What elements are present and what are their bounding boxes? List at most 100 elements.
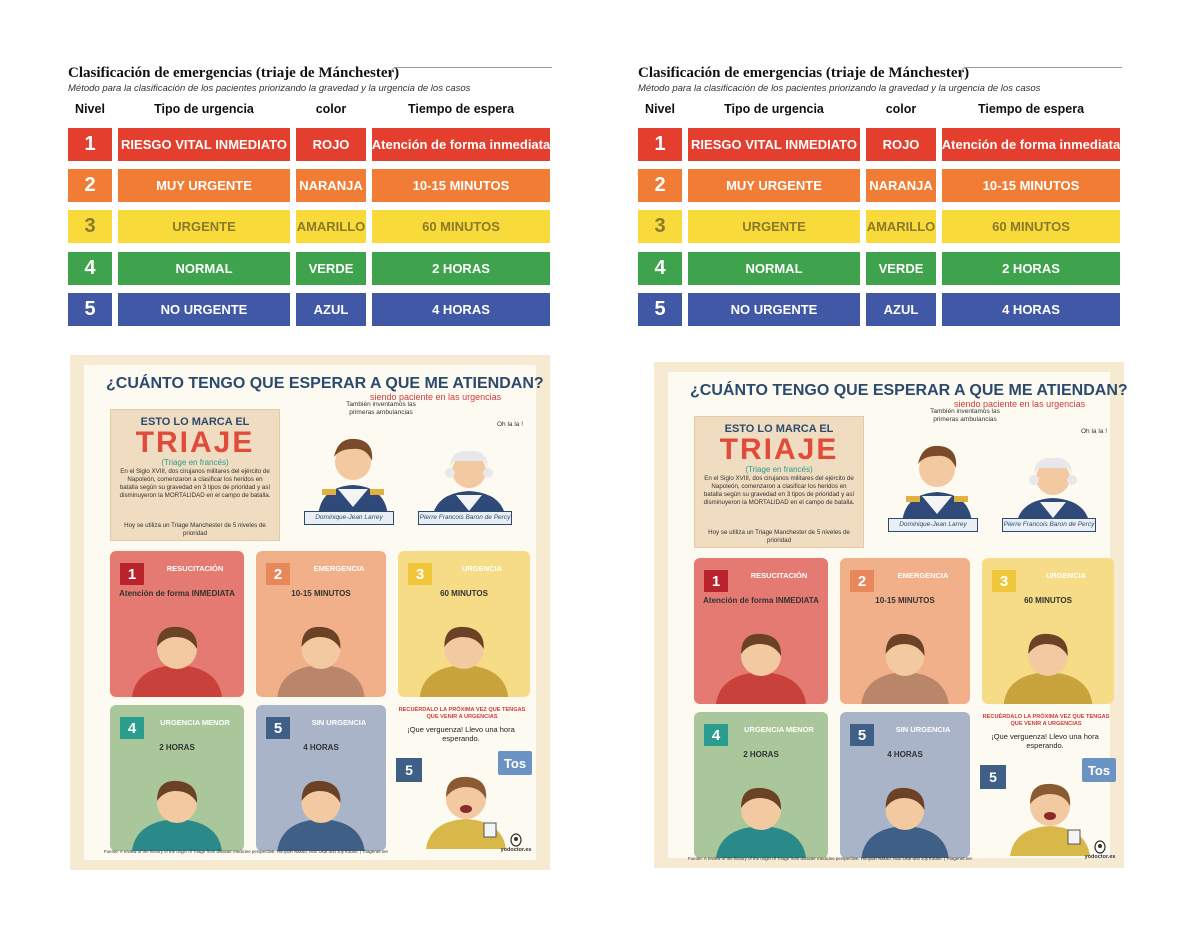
- portrait-percy-illustration: [432, 450, 506, 521]
- triage-card-1: 1 RESUCITACIÓN Atención de forma INMEDIATA: [110, 551, 244, 697]
- infographic-paper: ¿CUÁNTO TENGO QUE ESPERAR A QUE ME ATIEN…: [84, 365, 544, 860]
- level-cell: 4: [638, 252, 682, 285]
- card-title: EMERGENCIA: [313, 564, 365, 573]
- card-wait-text: Atención de forma INMEDIATA: [119, 589, 235, 598]
- wait-time-cell: 4 HORAS: [372, 293, 550, 326]
- card-wait-text: 2 HORAS: [743, 750, 779, 759]
- level-cell: 3: [68, 210, 112, 243]
- portrait-percy-illustration: [1016, 457, 1090, 528]
- triaje-note: (Triage en francés): [161, 458, 229, 467]
- wait-time-cell: 2 HORAS: [372, 252, 550, 285]
- triaje-note: (Triage en francés): [745, 465, 813, 474]
- triaje-today-text: Hoy se utiliza un Triage Manchester de 5…: [708, 529, 850, 545]
- ribbon-larrey: Dominique-Jean Larrey: [304, 511, 394, 525]
- urgency-type-cell: RIESGO VITAL INMEDIATO: [118, 128, 290, 161]
- table-title: Clasificación de emergencias (triaje de …: [68, 65, 400, 81]
- color-cell: AZUL: [866, 293, 936, 326]
- brand-logo-icon: [510, 833, 522, 847]
- table-row: 2 MUY URGENTE NARANJA 10-15 MINUTOS: [68, 169, 550, 202]
- patient-illustration: [132, 626, 222, 697]
- speech-bubble-ohlala: Oh la la !: [1080, 428, 1107, 435]
- table-row: 5 NO URGENTE AZUL 4 HORAS: [68, 293, 550, 326]
- level-cell: 5: [638, 293, 682, 326]
- table-row: 3 URGENTE AMARILLO 60 MINUTOS: [638, 210, 1120, 243]
- color-cell: NARANJA: [866, 169, 936, 202]
- level-cell: 2: [638, 169, 682, 202]
- triage-card-2: 2 EMERGENCIA 10-15 MINUTOS: [256, 551, 386, 697]
- card-title: RESUCITACIÓN: [166, 564, 224, 573]
- portrait-larrey-illustration: [902, 445, 972, 524]
- urgency-type-cell: NO URGENTE: [688, 293, 860, 326]
- header-color: color: [885, 102, 917, 116]
- card-level-badge: 1: [704, 570, 728, 592]
- speech-bubble-ambulances: También inventamos las primeras ambulanc…: [930, 408, 1000, 423]
- level-5-badge: 5: [396, 758, 422, 782]
- color-cell: ROJO: [296, 128, 366, 161]
- ribbon-percy: Pierre Francois Baron de Percy: [418, 511, 512, 525]
- source-footnote: Fuente: A review of the history of the o…: [688, 856, 972, 861]
- color-cell: AMARILLO: [296, 210, 366, 243]
- reminder-text: RECUÉRDALO LA PRÓXIMA VEZ QUE TENGAS QUE…: [982, 714, 1110, 727]
- triaje-box-line1: ESTO LO MARCA EL: [140, 416, 250, 428]
- triage-card-3: 3 URGENCIA 60 MINUTOS: [982, 558, 1114, 704]
- color-cell: ROJO: [866, 128, 936, 161]
- urgency-type-cell: NO URGENTE: [118, 293, 290, 326]
- patient-illustration: [716, 787, 806, 858]
- infographic-left: ¿CUÁNTO TENGO QUE ESPERAR A QUE ME ATIEN…: [70, 355, 550, 870]
- triage-card-5: 5 SIN URGENCIA 4 HORAS: [840, 712, 970, 858]
- wait-time-cell: 4 HORAS: [942, 293, 1120, 326]
- patient-illustration: [277, 626, 365, 697]
- reminder-text: RECUÉRDALO LA PRÓXIMA VEZ QUE TENGAS QUE…: [398, 707, 526, 720]
- infographic-subtitle: siendo paciente en las urgencias: [954, 399, 1086, 409]
- card-level-badge: 3: [408, 563, 432, 585]
- header-tiempo: Tiempo de espera: [407, 102, 515, 116]
- speech-bubble-ohlala: Oh la la !: [496, 421, 523, 428]
- patient-illustration: [419, 626, 509, 697]
- cough-label: Tos: [498, 751, 532, 775]
- header-tipo: Tipo de urgencia: [154, 102, 254, 116]
- ribbon-larrey: Dominique-Jean Larrey: [888, 518, 978, 532]
- infographic-paper: ¿CUÁNTO TENGO QUE ESPERAR A QUE ME ATIEN…: [668, 372, 1128, 861]
- card-level-badge: 1: [120, 563, 144, 585]
- card-title: SIN URGENCIA: [895, 725, 951, 734]
- card-wait-text: 10-15 MINUTOS: [291, 589, 351, 598]
- patient-illustration: [132, 780, 222, 851]
- wait-time-cell: 60 MINUTOS: [372, 210, 550, 243]
- table-row: 3 URGENTE AMARILLO 60 MINUTOS: [68, 210, 550, 243]
- level-cell: 1: [638, 128, 682, 161]
- header-tipo: Tipo de urgencia: [724, 102, 824, 116]
- wait-time-cell: Atención de forma inmediata: [372, 128, 550, 161]
- card-wait-text: 4 HORAS: [887, 750, 923, 759]
- color-cell: VERDE: [866, 252, 936, 285]
- table-row: 1 RIESGO VITAL INMEDIATO ROJO Atención de f…: [68, 128, 550, 161]
- urgency-type-cell: NORMAL: [688, 252, 860, 285]
- card-wait-text: 4 HORAS: [303, 743, 339, 752]
- coughing-patient-illustration: [1010, 783, 1090, 856]
- triaje-word: TRIAJE: [135, 426, 255, 459]
- header-color: color: [315, 102, 347, 116]
- header-tiempo: Tiempo de espera: [977, 102, 1085, 116]
- table-title: Clasificación de emergencias (triaje de …: [638, 65, 970, 81]
- infographic-right: ¿CUÁNTO TENGO QUE ESPERAR A QUE ME ATIEN…: [654, 362, 1128, 868]
- brand-logo-text: yodoctor.es: [1084, 854, 1116, 860]
- triaje-box: ESTO LO MARCA EL TRIAJE (Triage en franc…: [694, 416, 864, 548]
- level-cell: 2: [68, 169, 112, 202]
- wait-time-cell: 2 HORAS: [942, 252, 1120, 285]
- level-5-badge: 5: [980, 765, 1006, 789]
- ribbon-percy: Pierre Francois Baron de Percy: [1002, 518, 1096, 532]
- triage-card-1: 1 RESUCITACIÓN Atención de forma INMEDIATA: [694, 558, 828, 704]
- triage-table-left: Clasificación de emergencias (triaje de …: [68, 65, 558, 330]
- card-title: URGENCIA MENOR: [744, 725, 814, 734]
- level-cell: 1: [68, 128, 112, 161]
- wait-time-cell: 10-15 MINUTOS: [942, 169, 1120, 202]
- triaje-box: ESTO LO MARCA EL TRIAJE (Triage en franc…: [110, 409, 280, 541]
- card-level-badge: 5: [850, 724, 874, 746]
- card-title: RESUCITACIÓN: [750, 571, 808, 580]
- urgency-type-cell: URGENTE: [118, 210, 290, 243]
- triage-table-right: Clasificación de emergencias (triaje de …: [638, 65, 1128, 330]
- urgency-type-cell: RIESGO VITAL INMEDIATO: [688, 128, 860, 161]
- table-subtitle: Método para la clasificación de los paci…: [638, 83, 1041, 94]
- urgency-type-cell: MUY URGENTE: [118, 169, 290, 202]
- patient-illustration: [861, 633, 949, 704]
- card-title: URGENCIA: [1045, 571, 1086, 580]
